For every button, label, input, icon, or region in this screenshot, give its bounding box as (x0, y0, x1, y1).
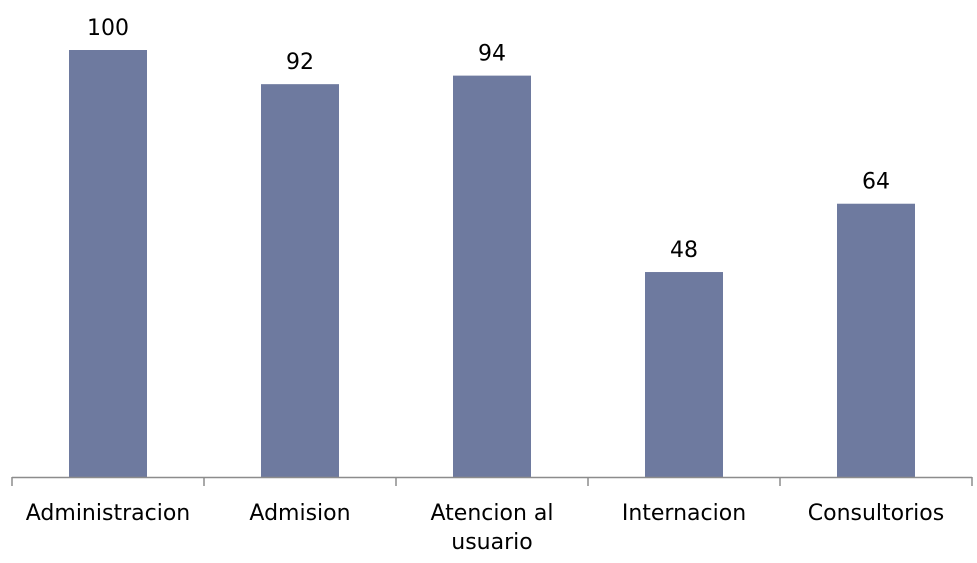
x-tick-label-2: Atencion al usuario (431, 501, 554, 555)
labels-layer: 100 92 94 48 64 Administracion Admision Atencio… (26, 16, 944, 555)
data-label-0: 100 (87, 16, 129, 41)
x-tick-label-line: Consultorios (808, 501, 944, 526)
bar-4 (837, 203, 915, 477)
data-label-4: 64 (862, 170, 890, 195)
x-tick-label-1: Admision (249, 501, 350, 526)
x-tick-label-line: Administracion (26, 501, 190, 526)
bar-1 (261, 84, 339, 477)
x-tick-label-line: Atencion al (431, 501, 554, 526)
x-tick-label-line: Internacion (622, 501, 746, 526)
x-tick-label-line: usuario (451, 530, 532, 555)
data-label-1: 92 (286, 50, 314, 75)
x-tick-label-4: Consultorios (808, 501, 944, 526)
bar-2 (453, 75, 531, 478)
x-tick-label-line: Admision (249, 501, 350, 526)
bar-0 (69, 50, 147, 477)
data-label-3: 48 (670, 238, 698, 263)
x-tick-label-3: Internacion (622, 501, 746, 526)
x-axis (11, 476, 973, 486)
bar-3 (645, 272, 723, 477)
x-tick-label-0: Administracion (26, 501, 190, 526)
bars-layer (69, 50, 915, 478)
data-label-2: 94 (478, 42, 506, 67)
